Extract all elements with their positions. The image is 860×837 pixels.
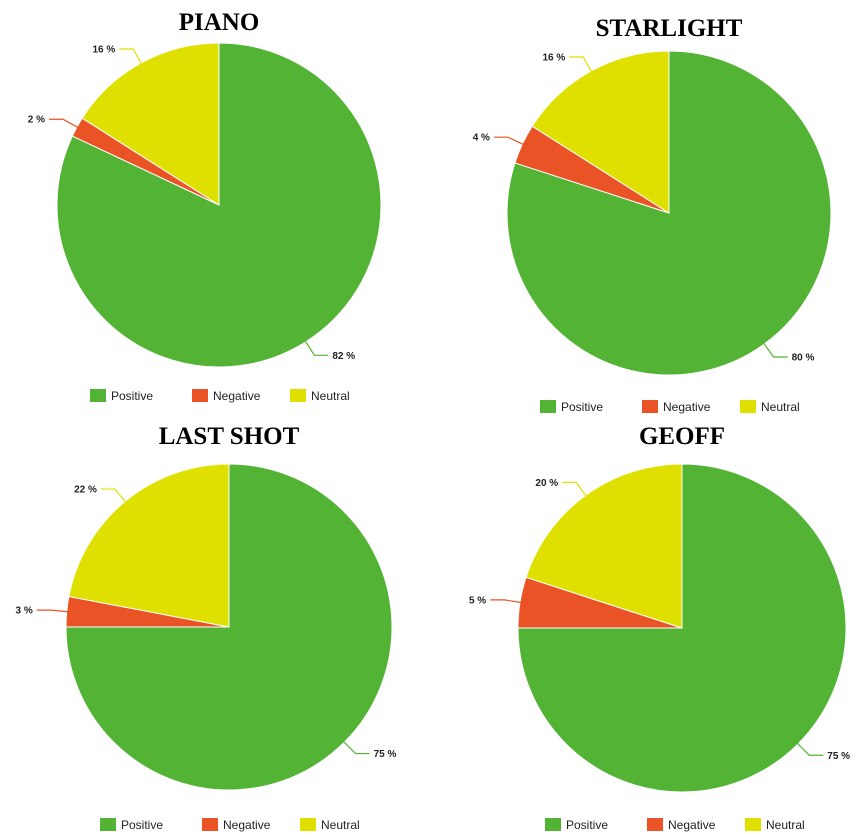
- leader-line-neutral: [562, 481, 589, 500]
- chart-title: LAST SHOT: [159, 423, 300, 450]
- legend-swatch-positive: [540, 400, 556, 413]
- data-label-positive: 80 %: [792, 353, 815, 364]
- chart-title: PIANO: [179, 9, 260, 36]
- data-label-negative: 4 %: [473, 133, 490, 144]
- legend-label-positive: Positive: [111, 389, 153, 403]
- leader-line-positive: [302, 337, 329, 356]
- data-label-neutral: 20 %: [535, 478, 558, 489]
- pie-chart-geoff: GEOFF 75 % 5 % 20 % Positive Negative Neutral: [469, 423, 850, 832]
- legend-swatch-positive: [90, 389, 106, 402]
- data-label-neutral: 22 %: [74, 485, 97, 496]
- legend-swatch-negative: [202, 818, 218, 831]
- legend-item-positive[interactable]: Positive: [545, 818, 608, 832]
- legend-label-negative: Negative: [663, 400, 711, 414]
- data-label-neutral: 16 %: [92, 45, 115, 56]
- legend-label-positive: Positive: [121, 818, 163, 832]
- legend: Positive Negative Neutral: [90, 389, 350, 403]
- data-label-negative: 5 %: [469, 595, 486, 606]
- legend-item-neutral[interactable]: Neutral: [740, 400, 800, 414]
- legend-label-negative: Negative: [668, 818, 716, 832]
- chart-title: GEOFF: [639, 423, 725, 450]
- legend-swatch-neutral: [290, 389, 306, 402]
- leader-line-negative: [36, 609, 72, 613]
- pie-chart-starlight: STARLIGHT 80 % 4 % 16 % Positive Negative Neut…: [473, 15, 832, 414]
- pie-chart-piano: PIANO 82 % 2 % 16 % Positive Negative Neutral: [28, 9, 382, 403]
- legend-label-positive: Positive: [566, 818, 608, 832]
- leader-line-neutral: [119, 48, 144, 68]
- leader-line-positive: [340, 738, 370, 755]
- data-label-positive: 75 %: [374, 749, 397, 760]
- chart-title: STARLIGHT: [596, 15, 743, 42]
- legend-label-neutral: Neutral: [766, 818, 805, 832]
- legend-item-negative[interactable]: Negative: [642, 400, 711, 414]
- legend: Positive Negative Neutral: [100, 818, 360, 832]
- legend-swatch-neutral: [740, 400, 756, 413]
- legend-swatch-neutral: [300, 818, 316, 831]
- legend-swatch-negative: [647, 818, 663, 831]
- pie-chart-last-shot: LAST SHOT 75 % 3 % 22 % Positive Negative Neut…: [16, 423, 397, 832]
- data-label-negative: 3 %: [16, 606, 33, 617]
- data-label-neutral: 16 %: [542, 53, 565, 64]
- legend-label-neutral: Neutral: [311, 389, 350, 403]
- legend-item-neutral[interactable]: Neutral: [290, 389, 350, 403]
- legend-item-negative[interactable]: Negative: [202, 818, 271, 832]
- legend-swatch-negative: [192, 389, 208, 402]
- legend-swatch-positive: [100, 818, 116, 831]
- legend-item-positive[interactable]: Positive: [540, 400, 603, 414]
- leader-line-neutral: [569, 56, 594, 76]
- legend-item-neutral[interactable]: Neutral: [300, 818, 360, 832]
- leader-line-negative: [493, 136, 528, 147]
- legend-item-negative[interactable]: Negative: [192, 389, 261, 403]
- leader-line-neutral: [100, 488, 129, 506]
- legend-item-negative[interactable]: Negative: [647, 818, 716, 832]
- leader-line-negative: [49, 118, 82, 130]
- legend-item-neutral[interactable]: Neutral: [745, 818, 805, 832]
- leader-line-positive: [794, 740, 824, 756]
- legend-label-negative: Negative: [213, 389, 261, 403]
- legend: Positive Negative Neutral: [540, 400, 800, 414]
- legend-item-positive[interactable]: Positive: [90, 389, 153, 403]
- legend-label-negative: Negative: [223, 818, 271, 832]
- legend-label-neutral: Neutral: [321, 818, 360, 832]
- legend-label-positive: Positive: [561, 400, 603, 414]
- legend-swatch-negative: [642, 400, 658, 413]
- legend-item-positive[interactable]: Positive: [100, 818, 163, 832]
- legend: Positive Negative Neutral: [545, 818, 805, 832]
- legend-swatch-neutral: [745, 818, 761, 831]
- leader-line-negative: [490, 599, 525, 604]
- leader-line-positive: [760, 339, 788, 358]
- legend-label-neutral: Neutral: [761, 400, 800, 414]
- legend-swatch-positive: [545, 818, 561, 831]
- data-label-positive: 82 %: [332, 351, 355, 362]
- data-label-negative: 2 %: [28, 115, 45, 126]
- data-label-positive: 75 %: [827, 751, 850, 762]
